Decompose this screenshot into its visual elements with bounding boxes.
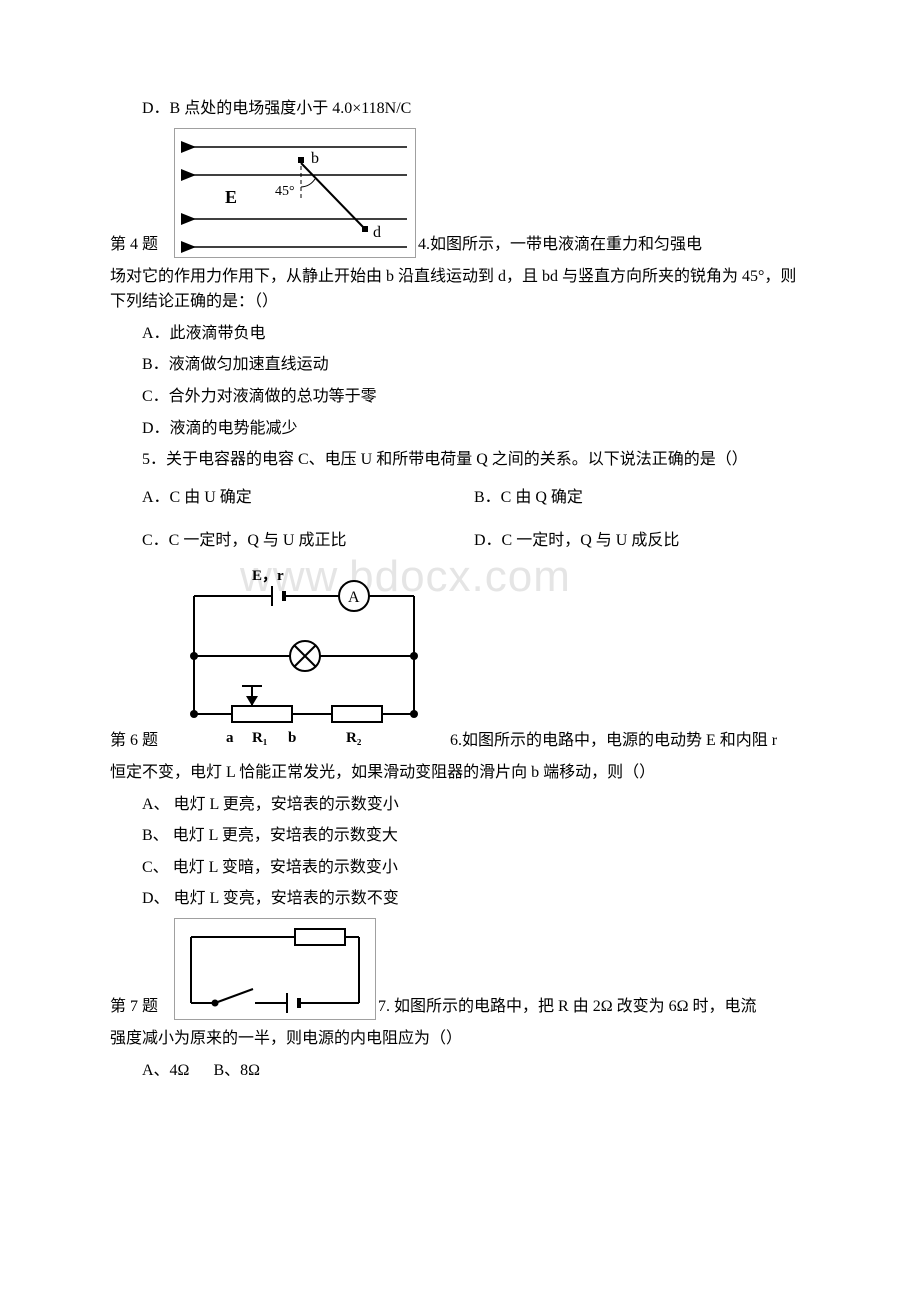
q7-figure (174, 918, 376, 1020)
q6-R1-label: R₁ (252, 730, 267, 746)
q3-option-d: D．B 点处的电场强度小于 4.0×118N/C (110, 96, 810, 122)
q4-stem-part1: 4.如图所示，一带电液滴在重力和匀强电 (418, 232, 702, 258)
q6-option-d: D、 电灯 L 变亮，安培表的示数不变 (110, 886, 810, 912)
q5-option-b: B．C 由 Q 确定 (474, 485, 810, 511)
q5-option-c: C．C 一定时，Q 与 U 成正比 (110, 528, 446, 554)
q4-figure-block: 第 4 题 E b (110, 128, 810, 258)
q6-stem-part2: 恒定不变，电灯 L 恰能正常发光，如果滑动变阻器的滑片向 b 端移动，则（） (110, 760, 810, 786)
q7-options-ab: A、4Ω B、8Ω (110, 1058, 810, 1084)
q4-E-label: E (225, 187, 237, 207)
q4-stem-part2: 场对它的作用力作用下，从静止开始由 b 沿直线运动到 d，且 bd 与竖直方向所… (110, 264, 810, 315)
q6-figure-label: 第 6 题 (110, 728, 158, 754)
q6-stem-part1: 6.如图所示的电路中，电源的电动势 E 和内阻 r (450, 728, 777, 754)
page: D．B 点处的电场强度小于 4.0×118N/C 第 4 题 E (0, 0, 920, 1149)
q4-figure-label: 第 4 题 (110, 232, 158, 258)
q6-option-a: A、 电灯 L 更亮，安培表的示数变小 (110, 792, 810, 818)
q6-R2-label: R₂ (346, 730, 362, 746)
q5-stem: 5．关于电容器的电容 C、电压 U 和所带电荷量 Q 之间的关系。以下说法正确的… (110, 447, 810, 473)
q6-b-label: b (288, 730, 296, 746)
q6-E-label: E，r (252, 568, 284, 584)
q4-svg: E b d 45° (175, 129, 415, 257)
q4-figure: E b d 45° (174, 128, 416, 258)
q7-svg (175, 919, 375, 1019)
q6-a-label: a (226, 730, 234, 746)
q6-option-b: B、 电灯 L 更亮，安培表的示数变大 (110, 823, 810, 849)
q4-angle-label: 45° (275, 184, 295, 199)
q7-stem-part1: 7. 如图所示的电路中，把 R 由 2Ω 改变为 6Ω 时，电流 (378, 994, 756, 1020)
q5-option-a: A．C 由 U 确定 (110, 485, 446, 511)
q6-svg: E，r A (174, 564, 434, 754)
q7-option-a: A、4Ω (142, 1062, 189, 1079)
q7-figure-block: 第 7 题 7. 如图所示的电路中，把 R 由 2Ω 改 (110, 918, 810, 1020)
q4-option-b: B．液滴做匀加速直线运动 (110, 352, 810, 378)
q4-d-label: d (373, 224, 381, 241)
q6-figure-block: 第 6 题 E，r (110, 564, 810, 754)
q4-option-c: C．合外力对液滴做的总功等于零 (110, 384, 810, 410)
q6-figure: E，r A (174, 564, 434, 754)
q6-option-c: C、 电灯 L 变暗，安培表的示数变小 (110, 855, 810, 881)
q7-figure-label: 第 7 题 (110, 994, 158, 1020)
q4-option-d: D．液滴的电势能减少 (110, 416, 810, 442)
q6-wrap: www.bdocx.com 第 6 题 E， (110, 564, 810, 754)
q5-option-d: D．C 一定时，Q 与 U 成反比 (474, 528, 810, 554)
q7-stem-part2: 强度减小为原来的一半，则电源的内电阻应为（） (110, 1026, 810, 1052)
q4-option-a: A．此液滴带负电 (110, 321, 810, 347)
q4-b-label: b (311, 150, 319, 167)
q6-A-label: A (348, 589, 360, 606)
q7-option-b: B、8Ω (213, 1062, 260, 1079)
